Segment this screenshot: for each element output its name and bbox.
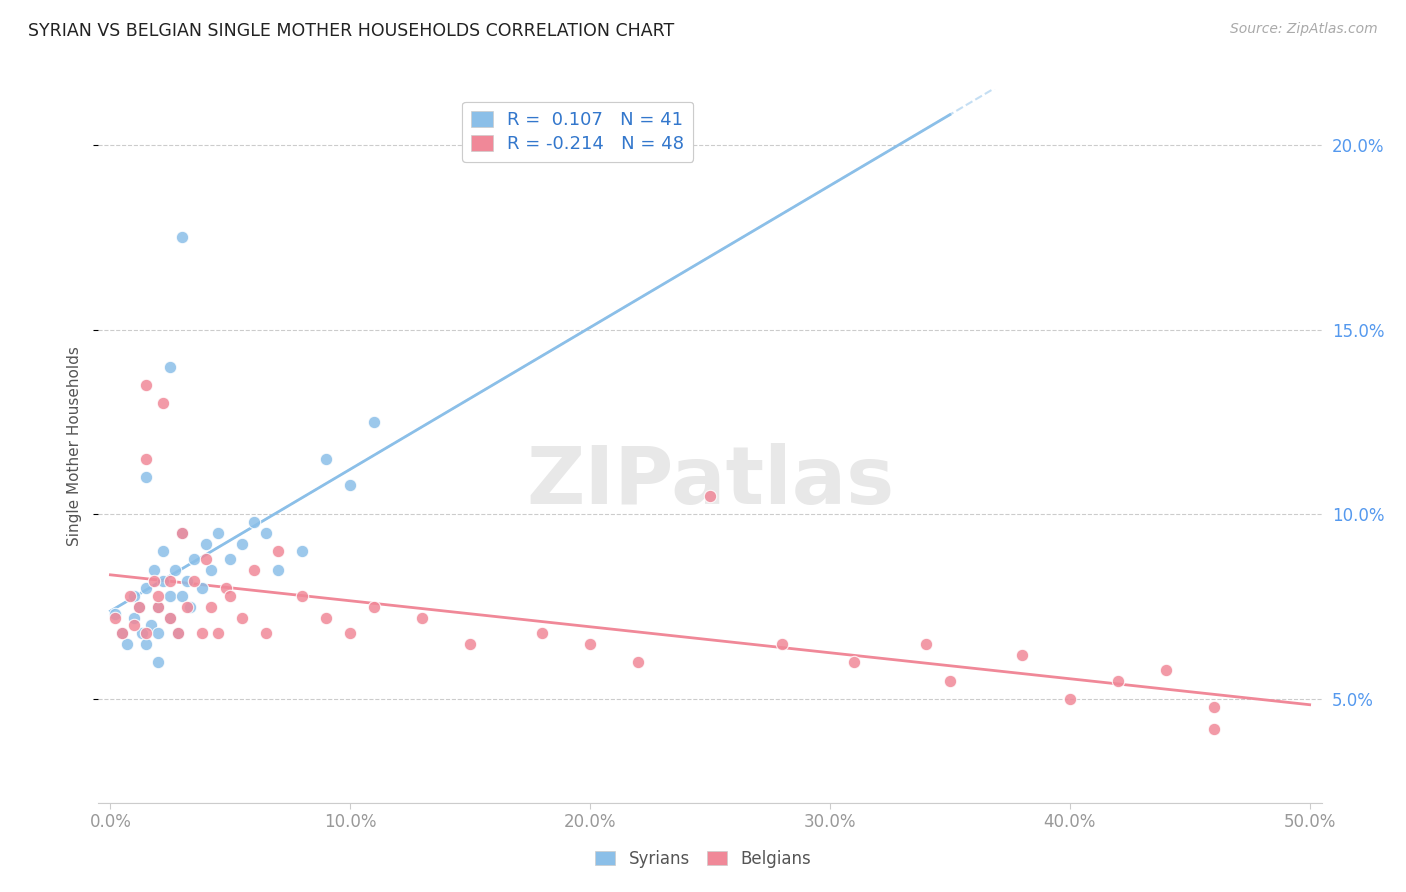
- Point: [339, 478, 361, 492]
- Point: [291, 589, 314, 603]
- Point: [207, 625, 229, 640]
- Point: [135, 625, 157, 640]
- Point: [172, 525, 194, 540]
- Point: [458, 637, 481, 651]
- Point: [231, 611, 253, 625]
- Point: [699, 489, 721, 503]
- Point: [124, 611, 146, 625]
- Point: [115, 637, 138, 651]
- Point: [152, 544, 174, 558]
- Point: [111, 625, 134, 640]
- Point: [141, 618, 163, 632]
- Text: SYRIAN VS BELGIAN SINGLE MOTHER HOUSEHOLDS CORRELATION CHART: SYRIAN VS BELGIAN SINGLE MOTHER HOUSEHOL…: [28, 22, 675, 40]
- Point: [1059, 692, 1081, 706]
- Point: [243, 563, 266, 577]
- Y-axis label: Single Mother Households: Single Mother Households: [67, 346, 83, 546]
- Point: [183, 574, 205, 588]
- Point: [131, 625, 153, 640]
- Point: [219, 551, 242, 566]
- Point: [172, 230, 194, 244]
- Point: [315, 452, 337, 467]
- Point: [531, 625, 554, 640]
- Point: [195, 537, 218, 551]
- Legend: Syrians, Belgians: Syrians, Belgians: [589, 844, 817, 875]
- Point: [159, 611, 181, 625]
- Point: [166, 625, 188, 640]
- Point: [159, 589, 181, 603]
- Point: [254, 525, 277, 540]
- Point: [104, 607, 127, 622]
- Point: [1202, 699, 1225, 714]
- Text: ZIPatlas: ZIPatlas: [526, 442, 894, 521]
- Point: [142, 563, 165, 577]
- Point: [1011, 648, 1033, 662]
- Point: [291, 544, 314, 558]
- Point: [231, 537, 253, 551]
- Point: [104, 611, 127, 625]
- Point: [254, 625, 277, 640]
- Point: [165, 563, 187, 577]
- Point: [627, 655, 650, 669]
- Point: [172, 589, 194, 603]
- Point: [111, 625, 134, 640]
- Point: [842, 655, 865, 669]
- Point: [195, 551, 218, 566]
- Point: [200, 599, 222, 614]
- Point: [176, 599, 198, 614]
- Point: [148, 655, 170, 669]
- Point: [315, 611, 337, 625]
- Point: [363, 599, 385, 614]
- Point: [915, 637, 938, 651]
- Point: [243, 515, 266, 529]
- Point: [142, 574, 165, 588]
- Point: [219, 589, 242, 603]
- Point: [1107, 673, 1129, 688]
- Point: [166, 625, 188, 640]
- Point: [148, 589, 170, 603]
- Legend: R =  0.107   N = 41, R = -0.214   N = 48: R = 0.107 N = 41, R = -0.214 N = 48: [463, 102, 693, 161]
- Point: [207, 525, 229, 540]
- Point: [339, 625, 361, 640]
- Point: [152, 396, 174, 410]
- Point: [1154, 663, 1177, 677]
- Point: [124, 589, 146, 603]
- Point: [363, 415, 385, 429]
- Point: [159, 359, 181, 374]
- Point: [135, 637, 157, 651]
- Point: [267, 563, 290, 577]
- Point: [159, 611, 181, 625]
- Point: [148, 625, 170, 640]
- Point: [267, 544, 290, 558]
- Point: [190, 582, 212, 596]
- Point: [183, 551, 205, 566]
- Point: [159, 574, 181, 588]
- Point: [190, 625, 212, 640]
- Point: [148, 599, 170, 614]
- Point: [135, 470, 157, 484]
- Point: [1202, 722, 1225, 736]
- Point: [200, 563, 222, 577]
- Point: [176, 574, 198, 588]
- Point: [135, 582, 157, 596]
- Point: [128, 599, 150, 614]
- Point: [411, 611, 433, 625]
- Point: [135, 452, 157, 467]
- Point: [770, 637, 793, 651]
- Point: [214, 582, 236, 596]
- Point: [148, 599, 170, 614]
- Point: [939, 673, 962, 688]
- Point: [152, 574, 174, 588]
- Point: [172, 525, 194, 540]
- Point: [118, 589, 141, 603]
- Point: [179, 599, 201, 614]
- Point: [135, 378, 157, 392]
- Point: [124, 618, 146, 632]
- Text: Source: ZipAtlas.com: Source: ZipAtlas.com: [1230, 22, 1378, 37]
- Point: [579, 637, 602, 651]
- Point: [128, 599, 150, 614]
